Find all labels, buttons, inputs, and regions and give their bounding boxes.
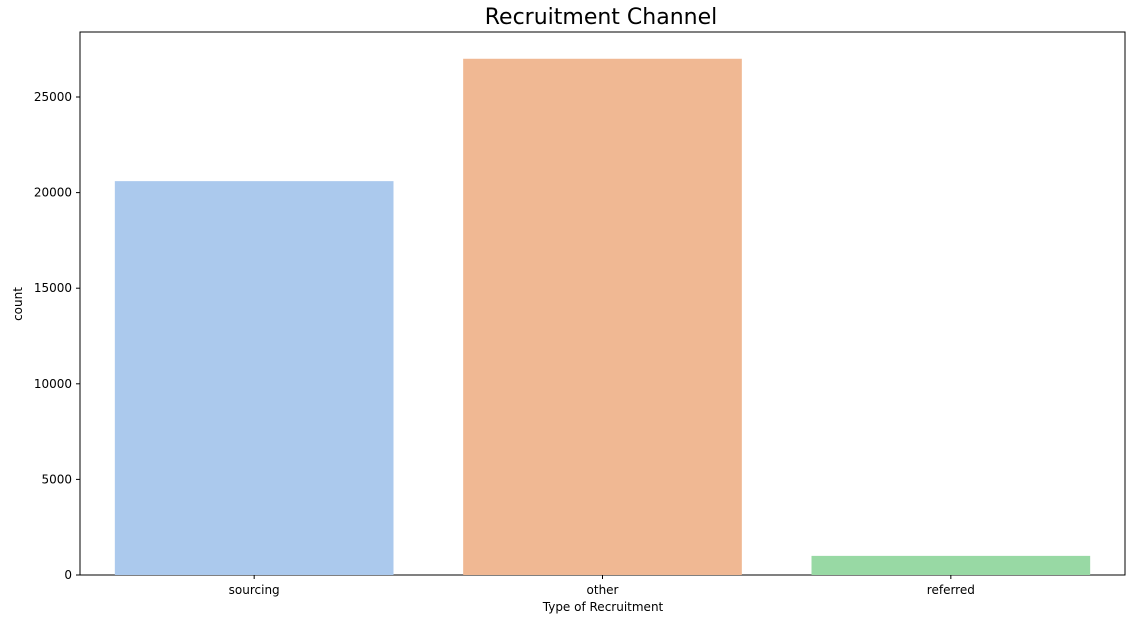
x-axis-label: Type of Recruitment	[542, 600, 664, 614]
y-tick-label: 0	[64, 568, 72, 582]
x-axis-ticks: sourcing other referred	[229, 575, 975, 597]
chart-title: Recruitment Channel	[485, 5, 718, 30]
x-tick-label: referred	[927, 583, 975, 597]
y-axis-label: count	[11, 287, 25, 321]
y-tick-label: 15000	[34, 281, 72, 295]
y-tick-label: 5000	[41, 472, 72, 486]
bars-group	[114, 58, 1091, 576]
x-tick-label: sourcing	[229, 583, 280, 597]
bar-sourcing	[114, 181, 394, 576]
x-tick-label: other	[587, 583, 619, 597]
y-tick-label: 10000	[34, 377, 72, 391]
y-axis-ticks: 0 5000 10000 15000 20000 25000	[34, 90, 80, 582]
bar-referred	[811, 555, 1091, 575]
bar-other	[463, 58, 742, 576]
y-tick-label: 25000	[34, 90, 72, 104]
y-tick-label: 20000	[34, 186, 72, 200]
